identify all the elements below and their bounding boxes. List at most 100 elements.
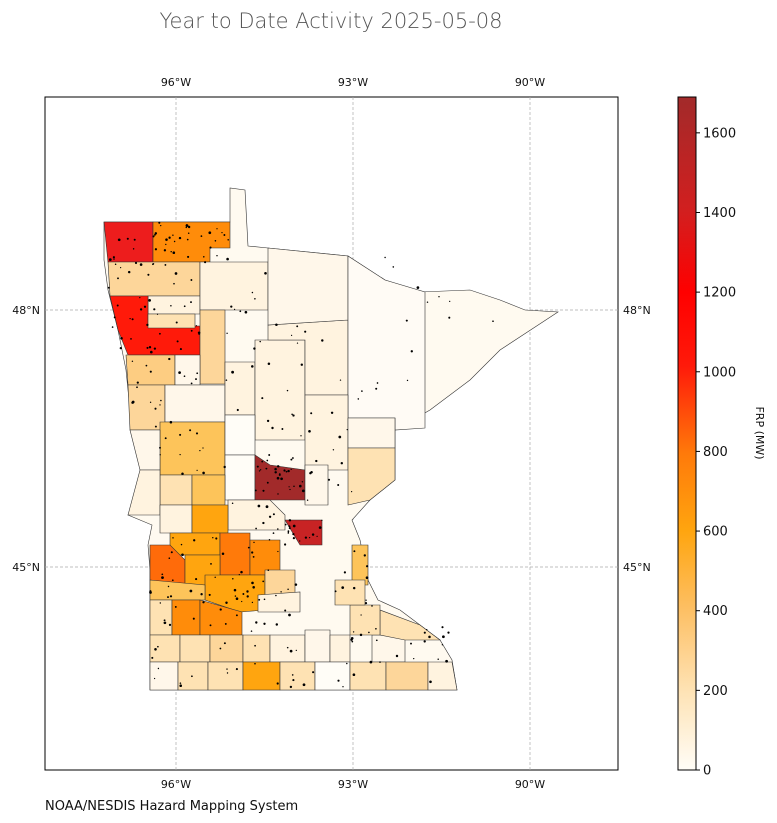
fire-detection-point [152, 263, 154, 266]
county-douglas [191, 474, 226, 506]
fire-detection-point [290, 334, 293, 337]
fire-detection-point [178, 371, 181, 374]
fire-detection-point [148, 299, 151, 302]
fire-detection-point [392, 266, 395, 268]
fire-detection-point [176, 340, 179, 343]
fire-detection-point [299, 484, 302, 488]
fire-detection-point [437, 658, 439, 661]
fire-detection-point [375, 387, 378, 390]
fire-detection-point [375, 639, 378, 642]
fire-detection-point [289, 649, 293, 653]
fire-detection-point [170, 250, 172, 253]
fire-detection-point [147, 273, 150, 276]
county-pennington [147, 295, 201, 315]
fire-detection-point [216, 254, 218, 257]
fire-detection-point [172, 537, 174, 539]
county-sibley [257, 591, 301, 613]
fire-detection-point [343, 571, 347, 574]
county-red-lake [147, 313, 196, 329]
fire-detection-point [266, 419, 270, 423]
fire-detection-point [224, 622, 227, 625]
fire-detection-point [250, 630, 253, 632]
fire-detection-point [310, 412, 313, 415]
fire-detection-point [289, 685, 293, 689]
fire-detection-point [308, 536, 311, 539]
fire-detection-point [275, 594, 277, 597]
fire-detection-point [208, 231, 212, 235]
fire-detection-point [163, 621, 167, 625]
fire-detection-point [395, 654, 399, 658]
county-koochiching [267, 247, 349, 326]
fire-detection-point [251, 581, 254, 585]
fire-detection-point [165, 238, 168, 241]
county-todd [224, 454, 256, 501]
lat-tick-left-48: 48°N [12, 304, 40, 317]
fire-detection-point [231, 502, 234, 505]
fire-detection-point [252, 555, 255, 558]
fire-detection-point [179, 433, 182, 436]
fire-detection-point [168, 236, 171, 239]
fire-detection-point [167, 585, 170, 588]
fire-detection-point [204, 261, 207, 264]
fire-detection-point [227, 239, 229, 241]
county-blue-earth [242, 634, 271, 663]
county-fillmore [385, 661, 429, 691]
fire-detection-point [154, 648, 157, 651]
fire-detection-point [284, 523, 287, 526]
fire-detection-point [164, 263, 167, 266]
fire-detection-point [168, 557, 171, 559]
lon-tick-top-96: 96°W [161, 76, 191, 89]
fire-detection-point [280, 591, 282, 593]
fire-detection-point [154, 248, 158, 251]
fire-detection-point [157, 645, 159, 648]
fire-detection-point [202, 471, 205, 475]
fire-detection-point [423, 640, 426, 643]
fire-detection-point [197, 331, 201, 335]
fire-detection-point [190, 382, 193, 385]
fire-detection-point [161, 573, 164, 576]
fire-detection-point [145, 364, 148, 367]
fire-detection-point [292, 524, 296, 528]
fire-detection-point [120, 337, 123, 340]
fire-detection-point [244, 310, 248, 314]
fire-detection-point [187, 225, 191, 229]
fire-detection-point [251, 291, 254, 294]
fire-detection-point [438, 296, 440, 298]
fire-detection-point [117, 277, 119, 280]
fire-detection-point [233, 588, 237, 592]
county-cottonwood [179, 634, 211, 663]
fire-detection-point [429, 680, 432, 684]
county-swift [169, 532, 221, 556]
colorbar-tick-label: 400 [703, 604, 728, 619]
fire-detection-point [136, 386, 138, 389]
fire-detection-point [300, 363, 303, 366]
county-goodhue [349, 604, 381, 636]
fire-detection-point [238, 573, 240, 576]
fire-detection-point [169, 595, 173, 598]
fire-detection-point [133, 238, 136, 241]
county-clay [127, 384, 166, 431]
colorbar-tick-label: 1400 [703, 206, 736, 221]
fire-detection-point [129, 317, 131, 320]
fire-detection-point [342, 686, 344, 688]
fire-detection-point [365, 565, 369, 568]
fire-detection-point [442, 635, 445, 639]
lat-tick-left-45: 45°N [12, 561, 40, 574]
fire-detection-point [357, 398, 360, 400]
fire-detection-point [361, 390, 363, 392]
fire-detection-point [215, 537, 218, 540]
chart-title: Year to Date Activity 2025-05-08 [159, 9, 502, 33]
fire-detection-point [117, 238, 121, 242]
fire-detection-point [170, 305, 172, 307]
fire-detection-point [173, 240, 176, 243]
fire-detection-point [296, 342, 299, 344]
colorbar [677, 96, 697, 771]
fire-detection-point [216, 228, 218, 230]
fire-detection-point [167, 596, 169, 599]
fire-detection-point [379, 661, 381, 663]
fire-detection-point [163, 249, 167, 252]
fire-detection-point [212, 537, 214, 539]
fire-detection-point [111, 326, 114, 328]
fire-detection-point [168, 357, 171, 361]
